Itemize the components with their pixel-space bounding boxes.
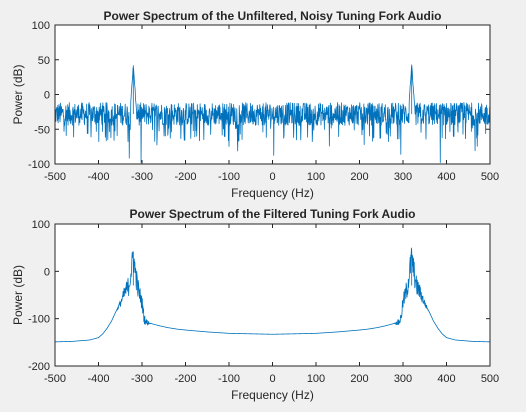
x-tick-label: 500 xyxy=(481,373,499,385)
series-line-unfiltered xyxy=(55,64,490,163)
y-tick-label: -100 xyxy=(28,159,50,171)
x-tick-label: 500 xyxy=(481,171,499,183)
plot-area-unfiltered xyxy=(55,25,490,164)
axes-unfiltered: -500 -400 -300 -200 -100 0 100 200 300 400 500-100… xyxy=(11,9,499,200)
x-tick-label: 0 xyxy=(269,171,275,183)
y-axis-label-filtered: Power (dB) xyxy=(11,265,25,325)
x-tick-label: 0 xyxy=(269,373,275,385)
y-tick-label: 50 xyxy=(38,55,50,67)
axes-filtered: -500 -400 -300 -200 -100 0 100 200 300 400 500 -200… xyxy=(11,207,499,402)
y-tick-label: -200 xyxy=(28,361,50,373)
series-group-unfiltered xyxy=(55,64,490,163)
y-tick-label: 100 xyxy=(32,20,50,32)
y-tick-label: 0 xyxy=(44,90,50,102)
series-group-filtered xyxy=(55,247,490,343)
ticks-group-filtered: -500 -400 -300 -200 -100 0 100 200 300 400 500 -200… xyxy=(28,219,499,385)
x-tick-label: 100 xyxy=(307,373,325,385)
series-line-filtered xyxy=(55,247,490,343)
x-tick-label: -100 xyxy=(218,171,240,183)
x-tick-label: 400 xyxy=(437,171,455,183)
x-tick-label: 400 xyxy=(437,373,455,385)
x-tick-label: 200 xyxy=(350,373,368,385)
x-axis-label-unfiltered: Frequency (Hz) xyxy=(231,186,314,200)
x-tick-label: -200 xyxy=(174,171,196,183)
chart-title-unfiltered: Power Spectrum of the Unfiltered, Noisy … xyxy=(103,9,441,23)
x-tick-label: -400 xyxy=(87,373,109,385)
x-tick-label: -100 xyxy=(218,373,240,385)
y-axis-label-unfiltered: Power (dB) xyxy=(11,64,25,124)
ticks-group-unfiltered: -500 -400 -300 -200 -100 0 100 200 300 400 500-100… xyxy=(28,20,499,183)
x-axis-label-filtered: Frequency (Hz) xyxy=(231,388,314,402)
x-tick-label: 300 xyxy=(394,171,412,183)
x-tick-label: 200 xyxy=(350,171,368,183)
y-tick-label: 100 xyxy=(32,219,50,231)
x-tick-label: -300 xyxy=(131,171,153,183)
x-tick-label: -300 xyxy=(131,373,153,385)
x-tick-label: 100 xyxy=(307,171,325,183)
y-tick-label: -50 xyxy=(34,124,50,136)
y-tick-label: 0 xyxy=(44,266,50,278)
x-tick-label: -400 xyxy=(87,171,109,183)
x-tick-label: -500 xyxy=(44,373,66,385)
x-tick-label: -500 xyxy=(44,171,66,183)
plot-area-filtered xyxy=(55,224,490,366)
x-tick-label: 300 xyxy=(394,373,412,385)
x-tick-label: -200 xyxy=(174,373,196,385)
y-tick-label: -100 xyxy=(28,314,50,326)
chart-title-filtered: Power Spectrum of the Filtered Tuning Fo… xyxy=(129,207,415,221)
